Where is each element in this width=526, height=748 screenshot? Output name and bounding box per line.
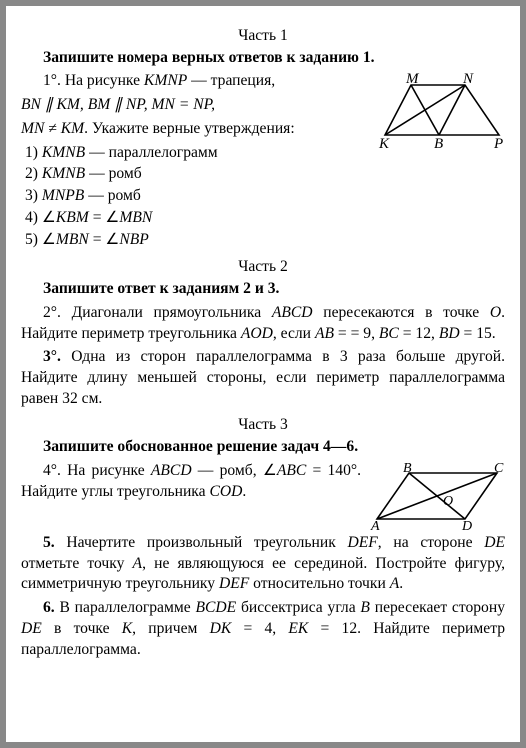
t: — параллелограмм (85, 144, 217, 161)
t: MBN (119, 209, 152, 226)
t: относительно точки (249, 575, 389, 592)
t: DK (210, 620, 232, 637)
t: ABC (277, 462, 306, 479)
t: B (360, 599, 370, 616)
t: , если (273, 325, 315, 342)
t: DE (484, 534, 505, 551)
t: , на стороне (378, 534, 484, 551)
t: — ромб, ∠ (192, 462, 277, 479)
lbl-M: M (405, 73, 420, 87)
lbl-C: C (494, 463, 504, 476)
q2: 2°. Диагонали прямоугольника ABCD пересе… (21, 303, 505, 344)
ans3: 3) MNРB — ромб (25, 186, 505, 207)
t: . (399, 575, 403, 592)
part3-instruction: Запишите обоснованное решение задач 4—6. (21, 437, 505, 458)
t: , причем (132, 620, 209, 637)
t: . Укажите верные утверждения: (84, 120, 295, 137)
q6: 6. В параллелограмме BCDE биссектриса уг… (21, 598, 505, 660)
t: — ромб (85, 165, 142, 182)
t: COD (209, 483, 242, 500)
part2-instruction: Запишите ответ к заданиям 2 и 3. (21, 279, 505, 300)
t: BCDE (195, 599, 236, 616)
t: K (122, 620, 132, 637)
t: O (490, 304, 501, 321)
t: 5. Начертите произвольный треугольник (43, 534, 347, 551)
t: KBM (56, 209, 89, 226)
part1-title: Часть 1 (21, 26, 505, 47)
t: . (242, 483, 246, 500)
q5: 5. Начертите произвольный треугольник DE… (21, 533, 505, 595)
q3: 3°. Одна из сторон параллелограмма в 3 р… (21, 347, 505, 409)
figure-trapezoid: M N K B P (377, 73, 505, 151)
t: 5) ∠ (25, 231, 56, 248)
t: A (133, 555, 143, 572)
t: пересекаются в точке (313, 304, 490, 321)
t: KMNP (144, 72, 187, 89)
t: = ∠ (89, 209, 120, 226)
lbl-N: N (462, 73, 474, 87)
figure-rhombus: A B C D O (367, 463, 505, 531)
ans2: 2) KMNB — ромб (25, 164, 505, 185)
lbl-B: B (434, 136, 443, 151)
t: DE (21, 620, 42, 637)
lbl-O: O (443, 494, 453, 509)
t: = 4, (231, 620, 288, 637)
t: EK (288, 620, 308, 637)
t: 2) (25, 165, 42, 182)
t: KMNB (42, 165, 85, 182)
t: = 12, (399, 325, 439, 342)
t: ABCD (151, 462, 192, 479)
t: 1°. На рисунке (43, 72, 144, 89)
t: 2°. Диагонали прямоугольника (43, 304, 272, 321)
t: MNРB (42, 187, 84, 204)
t: 6. В параллелограмме (43, 599, 195, 616)
t: пере­секает сторону (370, 599, 505, 616)
lbl-K: K (378, 136, 390, 151)
t: биссектриса угла (236, 599, 360, 616)
lbl-A: A (370, 519, 380, 531)
part2-title: Часть 2 (21, 257, 505, 278)
t: 3) (25, 187, 42, 204)
t: KMNB (42, 144, 85, 161)
lbl-P: P (493, 136, 503, 151)
t: BN ∥ KM, BM ∥ NP, MN = NP, (21, 96, 215, 113)
t: = = 9, (334, 325, 379, 342)
t: — ромб (84, 187, 141, 204)
t: = ∠ (89, 231, 120, 248)
t: DEF (347, 534, 377, 551)
t: — трапеция, (187, 72, 275, 89)
t: BD (439, 325, 460, 342)
t: 4°. На рисунке (43, 462, 151, 479)
t: MBN (56, 231, 89, 248)
t: NBP (119, 231, 148, 248)
lbl-D: D (461, 519, 472, 531)
lbl-B: B (403, 463, 412, 476)
t: A (390, 575, 400, 592)
page-container: Часть 1 Запишите номера верных ответов к… (0, 0, 526, 748)
t: ABCD (272, 304, 313, 321)
t: AOD (241, 325, 273, 342)
ans5: 5) ∠MBN = ∠NBP (25, 230, 505, 251)
q1-answers: 1) KMNB — параллелограмм 2) KMNB — ромб … (25, 143, 505, 251)
part1-instruction: Запишите номера верных ответов к заданию… (21, 48, 505, 69)
t: MN ≠ KM (21, 120, 84, 137)
t: AB (315, 325, 334, 342)
t: = 15. (460, 325, 496, 342)
t: DEF (219, 575, 249, 592)
t: в точке (42, 620, 122, 637)
ans4: 4) ∠KBM = ∠MBN (25, 208, 505, 229)
t: отметьте точку (21, 555, 133, 572)
t: BC (379, 325, 399, 342)
part3-title: Часть 3 (21, 415, 505, 436)
t: 4) ∠ (25, 209, 56, 226)
t: 1) (25, 144, 42, 161)
